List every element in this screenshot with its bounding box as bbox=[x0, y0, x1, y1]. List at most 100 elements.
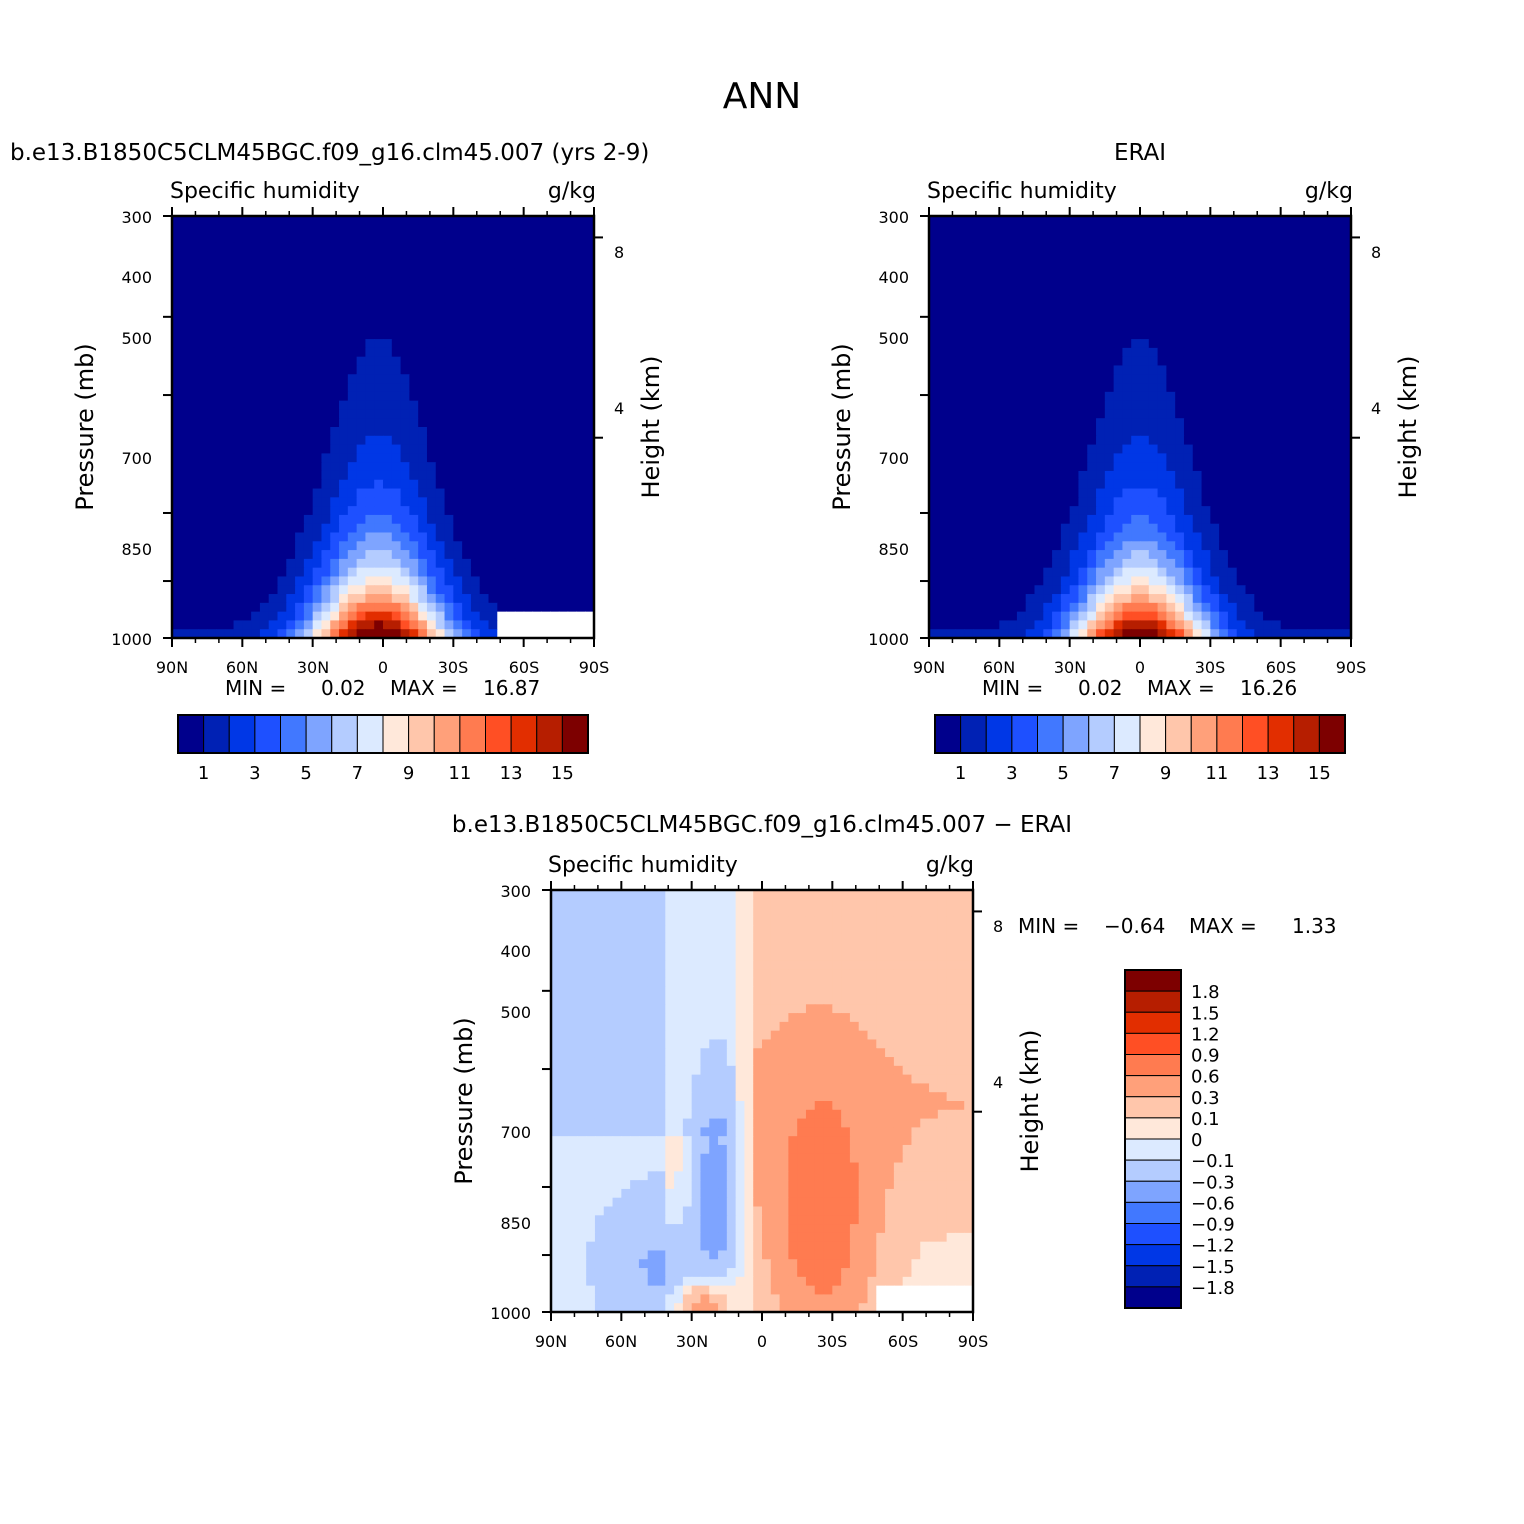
contour-cell bbox=[339, 585, 349, 595]
contour-cell bbox=[1104, 506, 1115, 516]
contour-cell bbox=[1148, 462, 1159, 472]
panel-model-units: g/kg bbox=[548, 179, 596, 204]
contour-cell bbox=[1236, 374, 1247, 384]
contour-cell bbox=[964, 470, 974, 481]
contour-cell bbox=[1008, 259, 1018, 270]
contour-cell bbox=[259, 602, 270, 613]
contour-cell bbox=[1060, 242, 1071, 252]
contour-cell bbox=[990, 259, 1000, 270]
contour-cell bbox=[497, 242, 507, 252]
contour-cell bbox=[972, 567, 983, 578]
contour-cell bbox=[567, 470, 578, 481]
contour-cell bbox=[1289, 558, 1299, 569]
contour-cell bbox=[224, 470, 235, 481]
contour-cell bbox=[251, 251, 261, 261]
contour-cell bbox=[1034, 541, 1044, 551]
contour-cell bbox=[550, 277, 560, 287]
contour-cell bbox=[1078, 567, 1088, 578]
contour-cell bbox=[1280, 418, 1291, 428]
contour-cell bbox=[1236, 532, 1247, 542]
contour-cell bbox=[523, 400, 534, 411]
contour-cell bbox=[233, 339, 243, 349]
contour-cell bbox=[1333, 514, 1343, 525]
contour-cell bbox=[259, 312, 270, 323]
contour-cell bbox=[964, 418, 974, 428]
contour-cell bbox=[558, 629, 569, 639]
contour-cell bbox=[1104, 602, 1115, 613]
contour-cell bbox=[1087, 576, 1097, 586]
contour-cell bbox=[1183, 567, 1194, 578]
contour-cell bbox=[444, 259, 454, 270]
contour-cell bbox=[207, 418, 217, 428]
contour-cell bbox=[981, 400, 992, 411]
contour-cell bbox=[981, 629, 992, 639]
contour-cell bbox=[453, 356, 463, 367]
contour-cell bbox=[576, 286, 586, 296]
contour-cell bbox=[409, 497, 419, 507]
contour-cell bbox=[233, 268, 243, 279]
contour-cell bbox=[1078, 585, 1088, 595]
contour-cell bbox=[453, 629, 463, 639]
contour-cell bbox=[330, 427, 340, 437]
contour-cell bbox=[981, 532, 992, 542]
contour-cell bbox=[1245, 435, 1255, 446]
contour-cell bbox=[268, 602, 279, 613]
contour-cell bbox=[1315, 620, 1326, 630]
contour-cell bbox=[233, 453, 243, 463]
contour-cell bbox=[444, 374, 454, 384]
contour-cell bbox=[383, 391, 393, 402]
contour-cell bbox=[523, 356, 534, 367]
contour-cell bbox=[1227, 391, 1238, 402]
contour-cell bbox=[1148, 576, 1159, 586]
contour-cell bbox=[577, 898, 587, 909]
contour-cell bbox=[1060, 488, 1071, 498]
contour-cell bbox=[1298, 259, 1308, 270]
contour-cell bbox=[1315, 435, 1326, 446]
contour-cell bbox=[400, 374, 410, 384]
contour-cell bbox=[568, 916, 578, 926]
contour-cell bbox=[1201, 259, 1211, 270]
contour-cell bbox=[1201, 295, 1211, 305]
contour-cell bbox=[321, 312, 331, 323]
contour-cell bbox=[383, 514, 393, 525]
contour-cell bbox=[1219, 268, 1229, 279]
contour-cell bbox=[400, 347, 410, 358]
contour-cell bbox=[1034, 251, 1044, 261]
contour-cell bbox=[1016, 523, 1027, 534]
contour-cell bbox=[198, 391, 208, 402]
contour-cell bbox=[558, 268, 569, 279]
contour-cell bbox=[558, 567, 569, 578]
contour-cell bbox=[497, 514, 507, 525]
contour-cell bbox=[303, 532, 314, 542]
contour-cell bbox=[488, 224, 498, 235]
contour-cell bbox=[339, 594, 349, 604]
contour-cell bbox=[277, 312, 287, 323]
contour-cell bbox=[391, 629, 402, 639]
contour-cell bbox=[1175, 321, 1185, 331]
colorbar-frame bbox=[934, 714, 1346, 754]
contour-cell bbox=[576, 567, 586, 578]
contour-cell bbox=[268, 224, 279, 235]
contour-cell bbox=[251, 532, 261, 542]
contour-cell bbox=[224, 576, 235, 586]
contour-cell bbox=[426, 303, 437, 314]
contour-cell bbox=[268, 391, 279, 402]
contour-cell bbox=[312, 479, 323, 490]
contour-cell bbox=[321, 470, 331, 481]
contour-cell bbox=[189, 233, 199, 243]
contour-cell bbox=[198, 550, 208, 560]
contour-cell bbox=[1069, 470, 1080, 481]
contour-cell bbox=[435, 567, 446, 578]
contour-cell bbox=[1289, 629, 1299, 639]
contour-cell bbox=[356, 550, 367, 560]
contour-cell bbox=[453, 400, 463, 411]
contour-cell bbox=[1263, 594, 1273, 604]
contour-cell bbox=[1034, 418, 1044, 428]
contour-cell bbox=[1113, 259, 1124, 270]
contour-cell bbox=[479, 444, 490, 454]
contour-cell bbox=[929, 233, 939, 243]
contour-cell bbox=[1183, 339, 1194, 349]
contour-cell bbox=[1104, 594, 1115, 604]
contour-cell bbox=[981, 488, 992, 498]
contour-cell bbox=[365, 330, 375, 340]
